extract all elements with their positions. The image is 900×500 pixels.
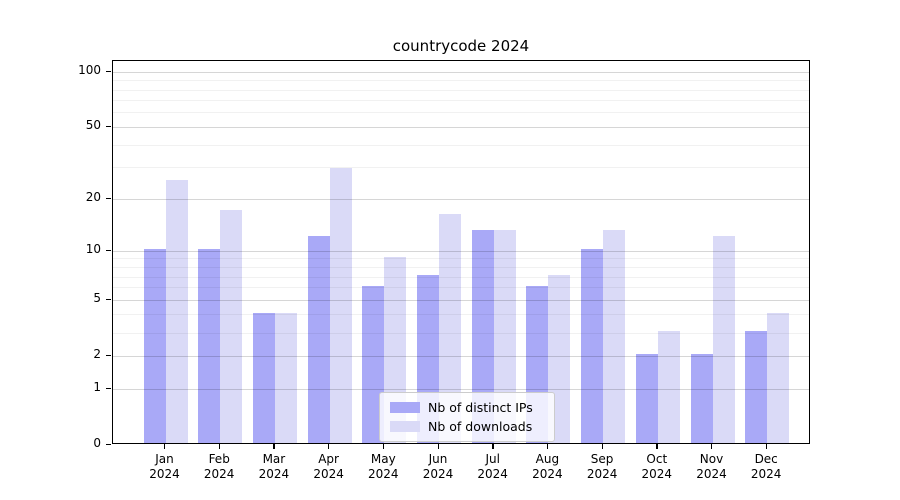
y-tick-mark-1 (106, 387, 111, 389)
x-tick-label-apr: Apr 2024 (299, 452, 359, 482)
x-tick-label-nov: Nov 2024 (682, 452, 742, 482)
x-tick-mark-jul (492, 444, 494, 449)
x-tick-mark-feb (218, 444, 221, 449)
bar-oct-downloads (657, 331, 680, 443)
x-tick-label-oct: Oct 2024 (627, 452, 687, 482)
y-tick-mark-50 (106, 125, 111, 128)
x-tick-month-mar: Mar (262, 452, 286, 466)
bar-mar-downloads (274, 313, 297, 443)
x-tick-month-jun: Jun (428, 452, 448, 466)
legend-label-distinct-ips: Nb of distinct IPs (428, 400, 533, 415)
x-tick-year-nov: 2024 (696, 467, 727, 481)
x-tick-year-oct: 2024 (641, 467, 673, 481)
x-tick-year-may: 2024 (368, 467, 399, 481)
x-tick-year-jun: 2024 (422, 467, 454, 481)
legend-label-downloads: Nb of downloads (428, 419, 533, 434)
y-tick-mark-10 (106, 249, 111, 252)
y-tick-mark-5 (106, 298, 111, 301)
bar-dec-downloads (767, 313, 790, 443)
bar-jul-downloads (493, 229, 516, 443)
bars-layer (113, 61, 809, 443)
chart-title: countrycode 2024 (392, 37, 530, 55)
legend-swatch-downloads (390, 421, 420, 432)
x-tick-month-feb: Feb (208, 452, 230, 466)
x-tick-label-jun: Jun 2024 (408, 452, 468, 482)
x-tick-mark-nov (711, 444, 713, 449)
bar-nov-distinct-ips (690, 354, 713, 443)
x-tick-month-nov: Nov (699, 452, 724, 466)
y-tick-mark-20 (106, 197, 111, 199)
bar-feb-distinct-ips (198, 249, 221, 443)
y-tick-mark-100 (106, 70, 111, 73)
x-tick-month-oct: Oct (646, 452, 668, 466)
x-tick-label-may: May 2024 (353, 452, 413, 482)
x-tick-mark-aug (546, 444, 549, 449)
x-tick-mark-jun (437, 444, 439, 449)
bar-nov-downloads (712, 235, 735, 443)
x-tick-month-may: May (370, 452, 396, 466)
x-tick-label-jul: Jul 2024 (463, 452, 523, 482)
x-tick-month-dec: Dec (754, 452, 778, 466)
x-tick-year-mar: 2024 (258, 467, 290, 481)
bar-sep-distinct-ips (581, 249, 604, 443)
x-tick-month-jan: Jan (155, 452, 174, 466)
x-tick-label-dec: Dec 2024 (736, 452, 796, 482)
x-tick-month-sep: Sep (590, 452, 614, 466)
x-tick-year-apr: 2024 (313, 467, 344, 481)
x-tick-month-jul: Jul (485, 452, 500, 466)
x-tick-year-jul: 2024 (477, 467, 508, 481)
y-tick-label-100: 100 (78, 63, 101, 78)
bar-jan-distinct-ips (143, 249, 166, 443)
x-tick-label-sep: Sep 2024 (572, 452, 632, 482)
x-tick-mark-apr (328, 444, 330, 449)
y-tick-label-20: 20 (85, 190, 101, 205)
bar-sep-downloads (603, 229, 626, 443)
legend-item-distinct-ips: Nb of distinct IPs (390, 400, 544, 415)
x-tick-mark-oct (656, 444, 658, 449)
x-tick-year-aug: 2024 (532, 467, 563, 481)
y-tick-mark-2 (106, 354, 111, 357)
bar-may-distinct-ips (362, 285, 385, 443)
x-tick-label-aug: Aug 2024 (517, 452, 577, 482)
legend-swatch-distinct-ips (390, 402, 420, 413)
x-tick-label-feb: Feb 2024 (189, 452, 249, 482)
bar-oct-distinct-ips (635, 354, 658, 443)
y-tick-mark-0 (106, 443, 111, 445)
bar-apr-distinct-ips (307, 235, 330, 443)
x-tick-year-sep: 2024 (586, 467, 618, 481)
x-tick-mark-may (382, 444, 385, 449)
x-tick-year-jan: 2024 (149, 467, 180, 481)
x-tick-mark-sep (601, 444, 603, 449)
bar-feb-downloads (220, 209, 243, 443)
y-tick-label-0: 0 (93, 436, 101, 450)
x-tick-year-feb: 2024 (203, 467, 235, 481)
x-tick-month-aug: Aug (535, 452, 560, 466)
bar-jul-distinct-ips (471, 229, 494, 443)
bar-mar-distinct-ips (252, 313, 275, 443)
x-tick-label-jan: Jan 2024 (135, 452, 195, 482)
x-tick-month-apr: Apr (318, 452, 339, 466)
y-tick-label-2: 2 (93, 347, 101, 362)
x-tick-mark-mar (273, 444, 275, 449)
bar-jun-downloads (439, 214, 461, 443)
y-tick-label-1: 1 (93, 380, 101, 394)
x-tick-year-dec: 2024 (750, 467, 782, 481)
legend-item-downloads: Nb of downloads (390, 419, 544, 434)
bar-dec-distinct-ips (745, 331, 768, 443)
plot-area: Nb of distinct IPs Nb of downloads (112, 60, 810, 444)
y-tick-label-10: 10 (85, 242, 101, 257)
y-tick-label-50: 50 (85, 118, 101, 133)
bar-jan-downloads (165, 179, 188, 443)
x-tick-mark-dec (765, 444, 768, 449)
bar-apr-downloads (329, 168, 352, 443)
x-tick-mark-jan (164, 444, 166, 449)
legend: Nb of distinct IPs Nb of downloads (379, 392, 555, 442)
x-tick-label-mar: Mar 2024 (244, 452, 304, 482)
y-tick-label-5: 5 (93, 291, 101, 306)
